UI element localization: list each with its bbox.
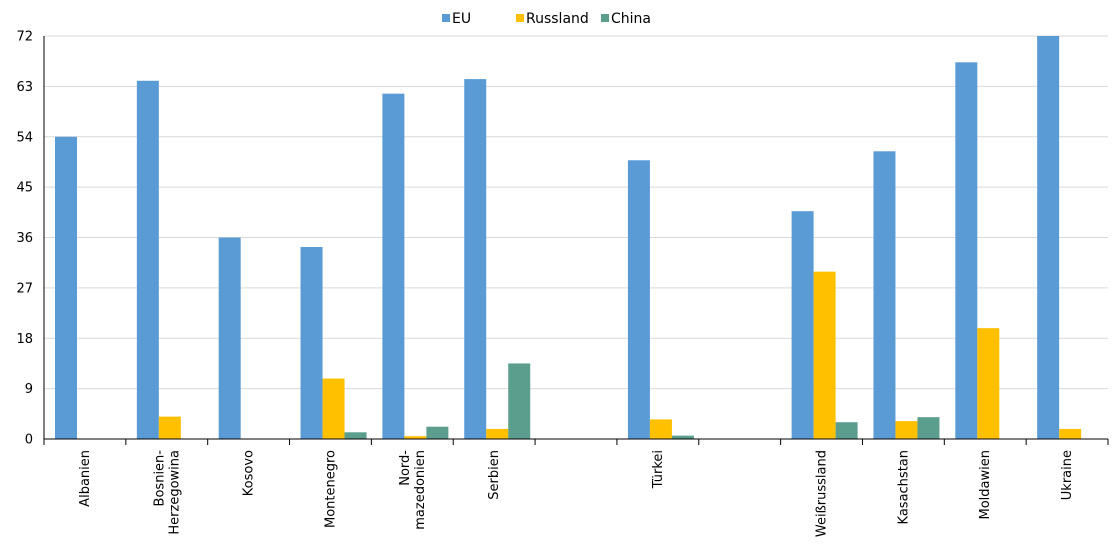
x-category-label: Montenegro — [323, 450, 338, 528]
legend-label-eu: EU — [452, 11, 471, 27]
bar-eu-2 — [218, 237, 241, 439]
bar-china-7 — [671, 435, 694, 439]
bar-eu-1 — [136, 80, 159, 440]
bar-eu-3 — [300, 247, 323, 439]
y-tick-label: 36 — [16, 231, 33, 246]
x-category-label: Moldawien — [978, 450, 993, 519]
y-tick-label: 9 — [25, 382, 33, 397]
x-category-label: mazedonien — [413, 450, 428, 530]
bar-russland-12 — [1059, 428, 1082, 439]
bar-russland-3 — [322, 378, 345, 439]
x-category-label: Nord- — [398, 450, 413, 486]
y-tick-label: 0 — [25, 433, 33, 448]
bar-eu-10 — [873, 151, 896, 439]
bar-eu-12 — [1037, 36, 1060, 439]
x-category-label: Weißrussland — [815, 450, 830, 537]
bars — [55, 36, 1082, 440]
y-axis-tick-labels: 0 9 18 27 36 45 54 63 72 — [16, 30, 33, 448]
bar-russland-1 — [158, 416, 181, 439]
bar-china-9 — [835, 422, 858, 439]
legend-label-china: China — [611, 11, 651, 27]
y-tick-label: 63 — [16, 80, 33, 95]
gridlines — [44, 35, 1108, 390]
bar-russland-4 — [404, 436, 427, 439]
bar-eu-9 — [791, 211, 814, 439]
legend-swatch-china — [601, 14, 609, 22]
bar-eu-5 — [464, 79, 487, 440]
bar-eu-7 — [627, 160, 650, 439]
bar-china-10 — [917, 417, 940, 439]
bar-china-3 — [344, 432, 367, 439]
legend-swatch-russland — [516, 14, 524, 22]
y-tick-label: 54 — [16, 130, 33, 145]
y-tick-label: 27 — [16, 281, 33, 296]
bar-china-4 — [426, 426, 449, 439]
x-category-label: Albanien — [78, 450, 93, 507]
legend-label-russland: Russland — [526, 11, 589, 27]
x-axis-category-labels: Albanien Bosnien- Herzegowina Kosovo Montene… — [78, 450, 1075, 537]
y-tick-label: 45 — [16, 181, 33, 196]
axes — [43, 36, 1109, 445]
bar-eu-0 — [55, 136, 77, 439]
x-category-label: Kasachstan — [896, 450, 911, 524]
x-category-label: Kosovo — [242, 450, 257, 496]
bar-eu-11 — [955, 62, 978, 439]
bar-russland-5 — [486, 428, 509, 439]
bar-china-5 — [508, 363, 531, 439]
bar-russland-10 — [895, 421, 918, 439]
x-category-label: Bosnien- — [152, 450, 167, 507]
x-category-label: Türkei — [651, 450, 666, 489]
y-tick-label: 18 — [16, 332, 33, 347]
bar-russland-9 — [813, 271, 836, 439]
legend-swatch-eu — [442, 14, 450, 22]
x-category-label: Herzegowina — [167, 450, 182, 535]
bar-russland-11 — [977, 328, 1000, 439]
x-category-label: Ukraine — [1060, 450, 1075, 500]
y-tick-label: 72 — [16, 30, 33, 45]
legend: EU Russland China — [442, 11, 651, 27]
bar-eu-4 — [382, 93, 405, 439]
bar-russland-7 — [649, 419, 672, 439]
x-category-label: Serbien — [487, 450, 502, 500]
